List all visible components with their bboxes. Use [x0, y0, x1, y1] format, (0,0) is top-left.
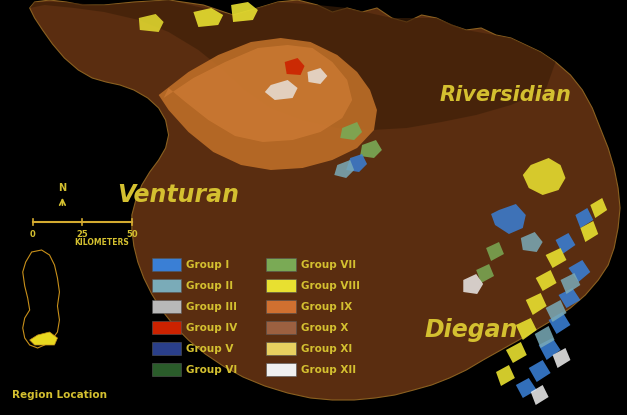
- Polygon shape: [231, 2, 258, 22]
- Polygon shape: [516, 318, 537, 340]
- Polygon shape: [29, 0, 620, 400]
- Text: Group VI: Group VI: [186, 364, 238, 374]
- Text: 50: 50: [126, 230, 138, 239]
- Polygon shape: [193, 8, 223, 27]
- Bar: [152, 321, 181, 334]
- Polygon shape: [334, 160, 354, 178]
- Polygon shape: [265, 80, 298, 100]
- Polygon shape: [463, 274, 483, 294]
- Polygon shape: [496, 365, 515, 386]
- Text: Diegan: Diegan: [424, 318, 518, 342]
- Bar: [266, 342, 295, 355]
- Polygon shape: [476, 264, 494, 283]
- Polygon shape: [545, 300, 566, 322]
- Polygon shape: [569, 260, 590, 282]
- Text: 0: 0: [29, 230, 36, 239]
- Polygon shape: [576, 208, 593, 228]
- Text: Venturan: Venturan: [117, 183, 240, 207]
- Polygon shape: [535, 270, 557, 291]
- Bar: [266, 363, 295, 376]
- Polygon shape: [529, 360, 551, 382]
- Polygon shape: [535, 326, 554, 348]
- Text: Riversidian: Riversidian: [440, 85, 572, 105]
- Text: KILOMETERS: KILOMETERS: [75, 238, 130, 247]
- Text: 25: 25: [76, 230, 88, 239]
- Text: Group IV: Group IV: [186, 322, 238, 332]
- Polygon shape: [29, 0, 556, 130]
- Text: Group X: Group X: [300, 322, 348, 332]
- Text: Region Location: Region Location: [12, 390, 107, 400]
- Bar: [266, 279, 295, 292]
- Polygon shape: [360, 140, 382, 158]
- Polygon shape: [506, 342, 527, 363]
- Text: Group VII: Group VII: [300, 259, 356, 269]
- Polygon shape: [552, 348, 571, 368]
- Bar: [152, 342, 181, 355]
- Polygon shape: [164, 45, 352, 142]
- Bar: [266, 300, 295, 313]
- Bar: [266, 321, 295, 334]
- Polygon shape: [526, 293, 547, 315]
- Bar: [152, 258, 181, 271]
- Polygon shape: [516, 378, 537, 398]
- Text: Group XII: Group XII: [300, 364, 356, 374]
- Polygon shape: [285, 58, 305, 75]
- Polygon shape: [556, 233, 576, 254]
- Bar: [266, 258, 295, 271]
- Polygon shape: [549, 312, 571, 334]
- Polygon shape: [523, 158, 566, 195]
- Polygon shape: [340, 122, 362, 140]
- Bar: [152, 279, 181, 292]
- Text: Group XI: Group XI: [300, 344, 352, 354]
- Text: N: N: [58, 183, 66, 193]
- Polygon shape: [561, 273, 581, 294]
- Polygon shape: [346, 154, 367, 172]
- Bar: [152, 300, 181, 313]
- Text: Group IX: Group IX: [300, 302, 352, 312]
- Text: Group V: Group V: [186, 344, 234, 354]
- Polygon shape: [159, 38, 377, 170]
- Polygon shape: [307, 68, 327, 84]
- Polygon shape: [581, 221, 598, 242]
- Polygon shape: [545, 248, 566, 268]
- Polygon shape: [139, 14, 164, 32]
- Polygon shape: [486, 242, 504, 261]
- Text: Group I: Group I: [186, 259, 229, 269]
- Text: Group II: Group II: [186, 281, 234, 290]
- Polygon shape: [491, 204, 526, 234]
- Bar: [152, 363, 181, 376]
- Text: Group VIII: Group VIII: [300, 281, 359, 290]
- Text: Group III: Group III: [186, 302, 238, 312]
- Polygon shape: [590, 198, 607, 218]
- Polygon shape: [521, 232, 542, 252]
- Polygon shape: [539, 338, 561, 360]
- Polygon shape: [530, 385, 549, 405]
- Polygon shape: [29, 332, 58, 345]
- Polygon shape: [559, 288, 581, 308]
